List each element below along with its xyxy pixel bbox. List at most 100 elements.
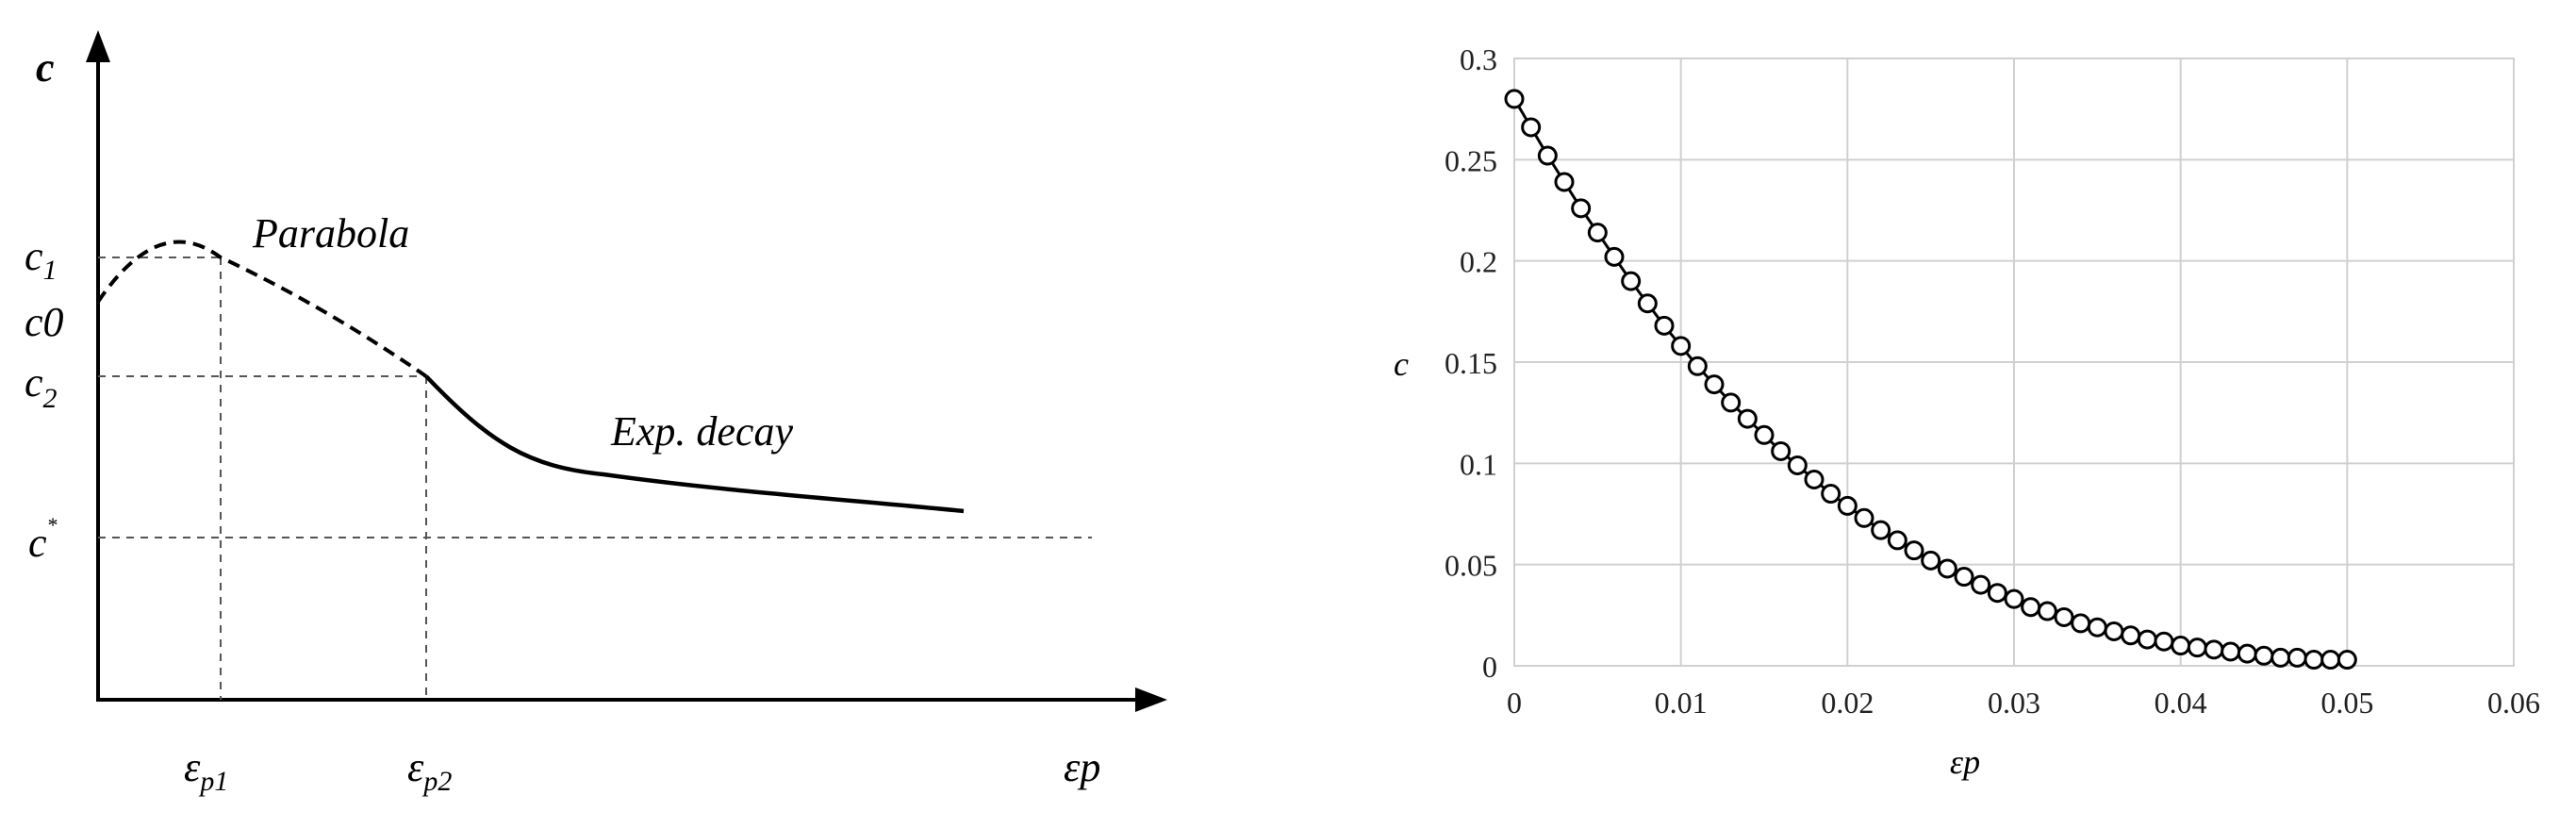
x-tick-label: 0.01 bbox=[1655, 686, 1708, 720]
data-point bbox=[1754, 424, 1775, 445]
data-point bbox=[2271, 647, 2291, 668]
data-point bbox=[2004, 588, 2024, 609]
x-tick-label: 0.04 bbox=[2155, 686, 2207, 720]
data-point bbox=[1971, 574, 1991, 595]
data-point bbox=[2071, 613, 2091, 634]
data-point bbox=[1687, 356, 1708, 376]
schematic-x-label: εp bbox=[1064, 744, 1100, 790]
data-point bbox=[1537, 145, 1558, 166]
c2-label-sub: 2 bbox=[43, 383, 58, 414]
svg-text:c1: c1 bbox=[25, 233, 58, 286]
data-point bbox=[1804, 470, 1825, 490]
data-point bbox=[2054, 606, 2074, 627]
data-point bbox=[1554, 172, 1575, 192]
x-tick-label: 0.03 bbox=[1988, 686, 2040, 720]
x-tick-labels: 0 0.01 0.02 0.03 0.04 0.05 0.06 bbox=[1507, 686, 2540, 720]
data-point bbox=[1987, 583, 2007, 604]
schematic-y-arrow bbox=[86, 30, 110, 62]
x-tick-label: 0.06 bbox=[2487, 686, 2540, 720]
chart-x-axis-title: εp bbox=[1950, 743, 1980, 781]
data-point bbox=[2187, 638, 2207, 658]
ep2-label: ε bbox=[407, 744, 424, 790]
data-point bbox=[1504, 89, 1525, 109]
data-point bbox=[1571, 198, 1592, 219]
data-point bbox=[1954, 567, 1974, 588]
data-point bbox=[2171, 636, 2191, 656]
exp-decay-annotation: Exp. decay bbox=[610, 408, 793, 455]
c1-label-sub: 1 bbox=[43, 255, 58, 286]
data-point bbox=[2104, 621, 2124, 642]
schematic-panel: c c1 c0 c2 c* εp1 εp2 εp Parabola Exp. d… bbox=[25, 30, 1167, 797]
data-point bbox=[1521, 117, 1542, 138]
data-point bbox=[1587, 223, 1608, 243]
series-line bbox=[1512, 98, 2348, 662]
data-point bbox=[1604, 246, 1625, 267]
data-point bbox=[2204, 639, 2224, 660]
data-point bbox=[1821, 484, 1841, 505]
parabola-curve bbox=[96, 240, 428, 378]
data-point bbox=[1721, 392, 1742, 413]
x-tick-label: 0.02 bbox=[1821, 686, 1874, 720]
y-tick-label: 0.15 bbox=[1445, 346, 1497, 380]
data-point bbox=[1837, 495, 1858, 516]
svg-text:c*: c* bbox=[28, 513, 58, 566]
cstar-label: c bbox=[28, 520, 47, 566]
data-point bbox=[2337, 650, 2357, 671]
data-point bbox=[2304, 650, 2324, 671]
data-chart: 0 0.05 0.1 0.15 0.2 0.25 0.3 0 0.01 0.02 0.03 0.04… bbox=[1394, 42, 2540, 781]
svg-text:εp2: εp2 bbox=[407, 744, 452, 797]
data-point bbox=[1771, 440, 1792, 461]
data-point bbox=[2137, 629, 2157, 650]
data-point bbox=[1904, 540, 1924, 561]
svg-text:c2: c2 bbox=[25, 359, 58, 414]
chart-grid bbox=[1513, 58, 2515, 667]
c1-label: c bbox=[25, 233, 43, 279]
data-point bbox=[2221, 641, 2241, 662]
x-tick-label: 0 bbox=[1507, 686, 1522, 720]
y-tick-labels: 0 0.05 0.1 0.15 0.2 0.25 0.3 bbox=[1445, 42, 1497, 684]
y-tick-label: 0 bbox=[1482, 650, 1497, 684]
data-point bbox=[2287, 647, 2307, 668]
ep1-label: ε bbox=[184, 744, 201, 790]
data-point bbox=[1704, 374, 1725, 395]
chart-y-axis-title: c bbox=[1394, 345, 1409, 383]
schematic-y-label: c bbox=[36, 44, 55, 91]
c0-label: c0 bbox=[25, 299, 64, 345]
exp-decay-curve bbox=[424, 374, 965, 514]
data-point bbox=[2237, 643, 2257, 664]
y-tick-label: 0.2 bbox=[1460, 245, 1497, 279]
x-tick-label: 0.05 bbox=[2320, 686, 2373, 720]
data-point bbox=[1621, 271, 1642, 291]
data-point bbox=[2254, 645, 2274, 666]
schematic-x-arrow bbox=[1135, 687, 1167, 712]
data-series bbox=[1504, 89, 2357, 671]
data-point bbox=[1854, 507, 1874, 528]
ep1-label-sub: p1 bbox=[198, 766, 228, 797]
data-point bbox=[2121, 625, 2141, 646]
data-point bbox=[1637, 293, 1658, 314]
data-point bbox=[2087, 617, 2107, 638]
data-point bbox=[2021, 597, 2041, 618]
parabola-annotation: Parabola bbox=[252, 210, 409, 257]
data-point bbox=[2320, 650, 2341, 671]
data-point bbox=[1654, 315, 1675, 336]
y-tick-label: 0.25 bbox=[1445, 143, 1497, 177]
data-point bbox=[1787, 455, 1808, 475]
y-tick-label: 0.3 bbox=[1460, 42, 1497, 76]
data-point bbox=[1937, 558, 1957, 579]
data-point bbox=[1887, 530, 1907, 551]
plot-area-border bbox=[1513, 58, 2515, 667]
data-point bbox=[2154, 631, 2174, 652]
data-point bbox=[1871, 520, 1891, 540]
y-tick-label: 0.05 bbox=[1445, 549, 1497, 583]
ep2-label-sub: p2 bbox=[421, 766, 452, 797]
data-point bbox=[1921, 550, 1941, 571]
c2-label: c bbox=[25, 359, 43, 406]
data-point bbox=[2037, 601, 2057, 621]
data-point bbox=[1737, 408, 1758, 429]
data-point bbox=[1671, 336, 1692, 356]
cstar-label-sup: * bbox=[47, 513, 58, 537]
svg-text:εp1: εp1 bbox=[184, 744, 228, 797]
y-tick-label: 0.1 bbox=[1460, 447, 1497, 481]
